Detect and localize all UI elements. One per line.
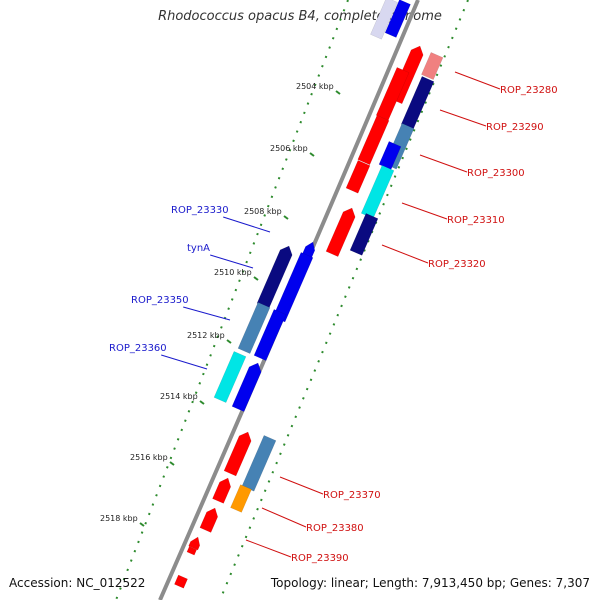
- left-dotted-track: [115, 0, 349, 600]
- gene-blue-3: [272, 252, 314, 323]
- tick-mark: [226, 339, 232, 344]
- gene-steel-3: [241, 435, 277, 492]
- label-leader-line: [261, 507, 307, 528]
- label-leader-line: [223, 216, 271, 233]
- gene-lavender-top: [370, 0, 398, 40]
- gene-blue-5: [231, 362, 262, 412]
- topology-text: Topology: linear; Length: 7,913,450 bp; …: [270, 576, 590, 590]
- gene-red-6: [223, 431, 252, 477]
- tick-label: 2508 kbp: [244, 207, 282, 216]
- tick-mark: [139, 522, 145, 527]
- label-leader-line: [381, 244, 429, 264]
- gene-label-right: ROP_23320: [428, 259, 486, 270]
- gene-navy-2: [349, 213, 379, 256]
- tick-mark: [199, 400, 205, 405]
- label-leader-line: [210, 254, 254, 269]
- gene-blue-4: [253, 309, 287, 361]
- gene-label-right: ROP_23280: [500, 85, 558, 96]
- gene-label-left: ROP_23350: [131, 295, 189, 306]
- kbp-ticks: 2504 kbp 2506 kbp 2508 kbp 2510 kbp 2512 kbp…: [100, 82, 341, 527]
- label-leader-line: [439, 109, 487, 127]
- tick-mark: [169, 461, 175, 466]
- gene-label-right: ROP_23300: [467, 168, 525, 179]
- gene-label-left: ROP_23360: [109, 343, 167, 354]
- tick-label: 2514 kbp: [160, 392, 198, 401]
- gene-features: [174, 0, 444, 589]
- tick-label: 2512 kbp: [187, 331, 225, 340]
- label-leader-line: [279, 476, 324, 495]
- gene-labels: ROP_23330 tynA ROP_23350 ROP_23360 ROP_23280…: [109, 71, 558, 564]
- tick-label: 2504 kbp: [296, 82, 334, 91]
- tick-label: 2516 kbp: [130, 453, 168, 462]
- tick-mark: [253, 276, 259, 281]
- label-leader-line: [454, 71, 501, 90]
- gene-pink: [421, 52, 444, 81]
- label-leader-line: [401, 202, 448, 220]
- gene-cyan-2: [213, 351, 247, 403]
- gene-red-11: [174, 574, 188, 589]
- label-leader-line: [245, 539, 292, 558]
- gene-orange: [230, 484, 252, 513]
- tick-mark: [335, 90, 341, 95]
- gene-red-4: [345, 160, 371, 194]
- gene-red-7: [212, 477, 231, 504]
- gene-label-left: tynA: [187, 243, 210, 254]
- tick-label: 2510 kbp: [214, 268, 252, 277]
- gene-steel-2: [237, 302, 271, 354]
- gene-label-right: ROP_23390: [291, 553, 349, 564]
- gene-label-right: ROP_23290: [486, 122, 544, 133]
- gene-red-10: [186, 546, 198, 556]
- right-dotted-track: [219, 0, 469, 600]
- label-leader-line: [419, 154, 468, 173]
- tick-mark: [283, 215, 289, 220]
- gene-red-9: [188, 536, 201, 551]
- tick-mark: [309, 152, 315, 157]
- gene-label-right: ROP_23310: [447, 215, 505, 226]
- gene-label-right: ROP_23380: [306, 523, 364, 534]
- gene-red-8: [199, 507, 218, 533]
- label-leader-line: [161, 354, 208, 370]
- gene-label-left: ROP_23330: [171, 205, 229, 216]
- tick-label: 2506 kbp: [270, 144, 308, 153]
- tick-label: 2518 kbp: [100, 514, 138, 523]
- accession-text: Accession: NC_012522: [9, 576, 146, 590]
- gene-label-right: ROP_23370: [323, 490, 381, 501]
- gene-blue-top: [384, 0, 411, 38]
- gene-red-3: [357, 115, 390, 166]
- gene-red-5: [325, 207, 356, 257]
- label-leader-line: [183, 306, 231, 321]
- map-title: Rhodococcus opacus B4, complete genome: [158, 9, 442, 24]
